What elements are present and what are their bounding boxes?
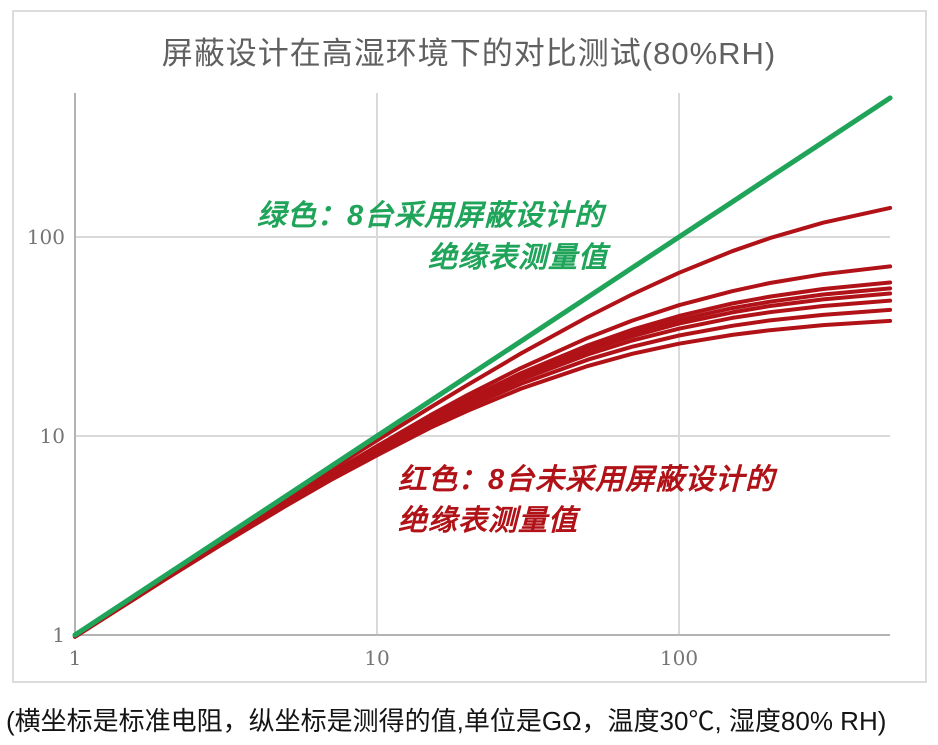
axis-explanation-caption: (横坐标是标准电阻，纵坐标是测得的值,单位是GΩ，温度30℃, 湿度80% RH… [6,706,887,736]
series-line-shielded-green [72,95,893,638]
y-tick-label-100: 100 [26,225,65,249]
red-annotation-line1: 红色：8台未采用屏蔽设计的 [398,464,776,496]
y-tick-label-10: 10 [39,424,65,448]
x-tick-label-10: 10 [364,646,390,670]
green-annotation-line1: 绿色：8台采用屏蔽设计的 [257,200,605,232]
x-tick-label-100: 100 [659,646,699,670]
series-line-unshielded-red-8 [73,318,893,639]
red-annotation-line2: 绝缘表测量值 [398,505,579,537]
chart-title: 屏蔽设计在高湿环境下的对比测试(80%RH) [161,36,777,71]
y-tick-label-1: 1 [52,623,65,647]
x-tick-label-1: 1 [68,646,82,670]
green-annotation-line2: 绝缘表测量值 [428,242,609,274]
chart-frame [12,10,927,683]
